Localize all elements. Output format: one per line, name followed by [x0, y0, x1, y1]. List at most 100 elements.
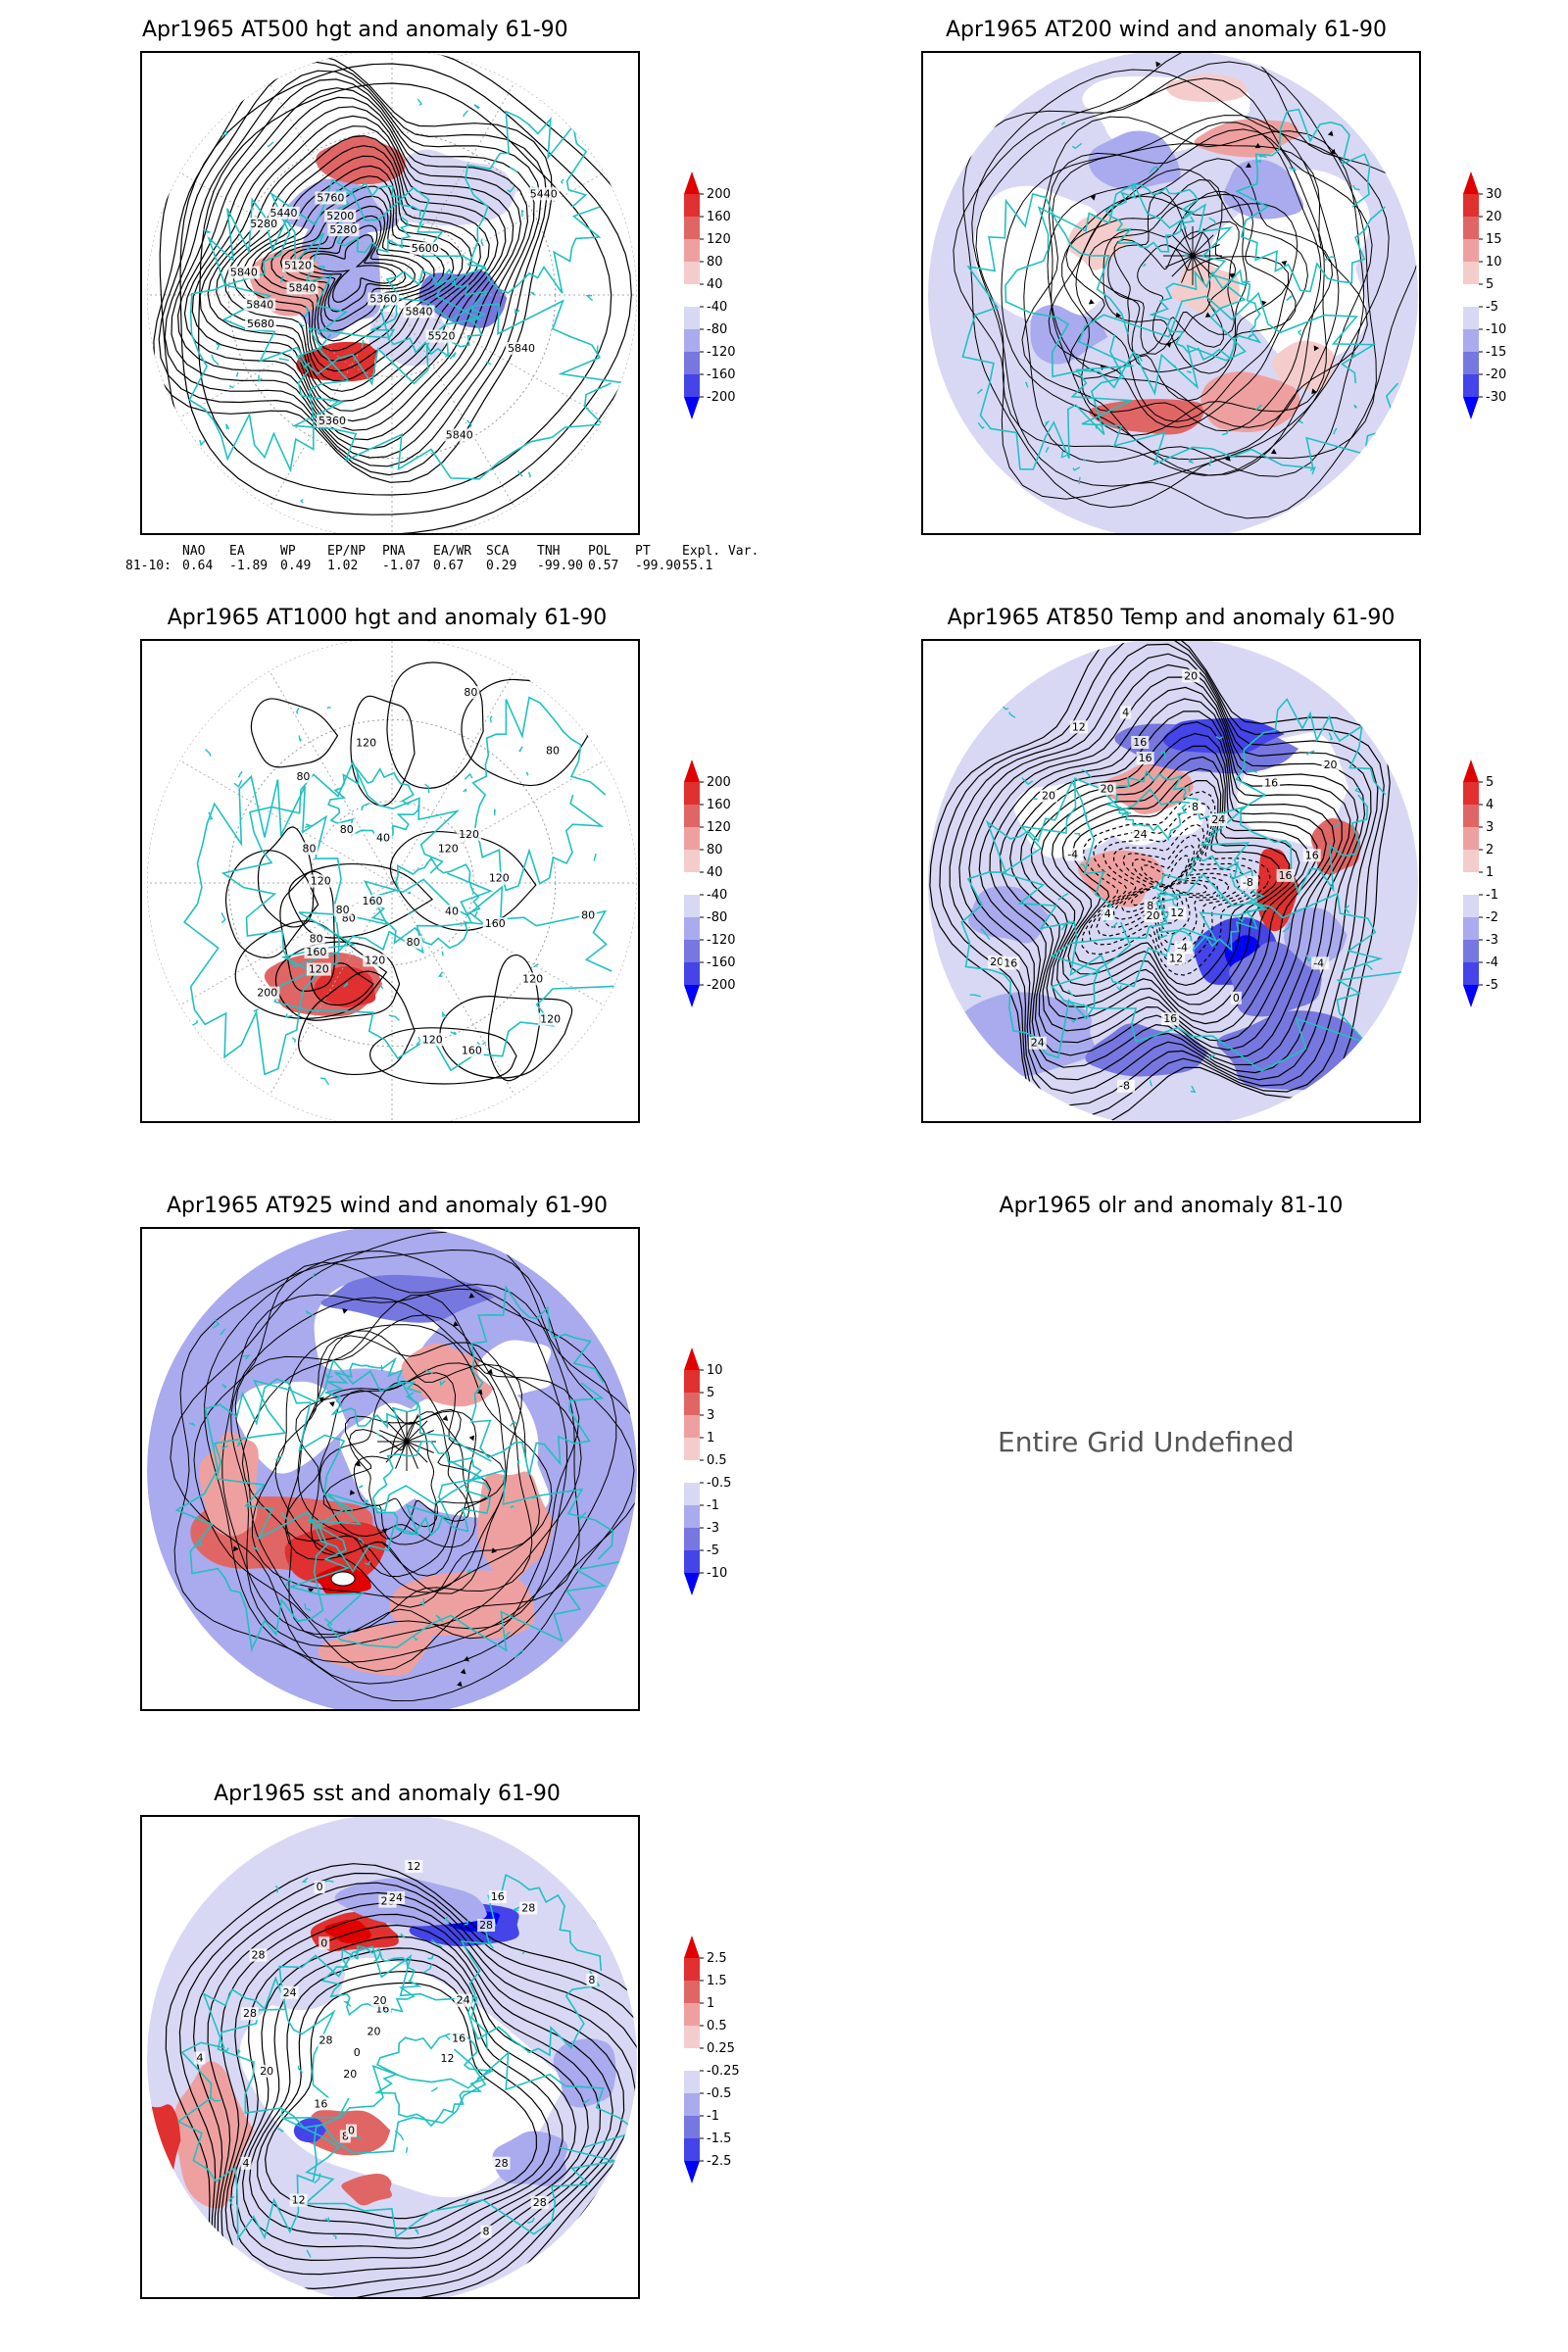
- undefined-grid-message: Entire Grid Undefined: [998, 1426, 1295, 1458]
- streamline: [234, 1314, 533, 1634]
- island-outline: [208, 811, 214, 820]
- contour-line: [350, 695, 416, 807]
- island-outline: [427, 1954, 434, 1960]
- island-outline: [595, 345, 599, 354]
- colorbar-label: -40: [707, 300, 727, 315]
- index-value: 0.29: [486, 559, 517, 573]
- colorbar-segment: [684, 895, 700, 917]
- island-outline: [342, 2000, 352, 2007]
- contour-line: [978, 676, 1359, 1068]
- coastline: [1004, 182, 1247, 396]
- contour-label-bg: [289, 2193, 308, 2207]
- contour-label-bg: [1321, 758, 1340, 771]
- island-outline: [1188, 458, 1195, 465]
- index-value: 0.49: [280, 559, 312, 573]
- streamline: [1061, 158, 1334, 432]
- contour-label-bg: [255, 986, 280, 1000]
- colorbar-segment: [1463, 194, 1479, 217]
- colorbar-svg: 5 4 3 2 1 -1 -2 -3 -4 -5: [1463, 760, 1498, 1007]
- colorbar-label: -200: [707, 390, 736, 405]
- contour-label: 24: [1211, 813, 1225, 826]
- contour-label: 80: [464, 686, 477, 699]
- island-outline: [330, 401, 339, 407]
- contour-label-bg: [339, 2130, 351, 2143]
- colorbar-segment: [1463, 805, 1479, 827]
- island-outline: [199, 439, 206, 447]
- colorbar-segment: [684, 2026, 700, 2048]
- island-outline: [1187, 370, 1192, 374]
- streamline: [173, 1249, 635, 1702]
- contour-label-bg: [1311, 956, 1330, 970]
- contour-label: 20: [373, 1994, 387, 2007]
- island-outline: [355, 1948, 361, 1955]
- island-outline: [220, 912, 226, 924]
- island-outline: [463, 110, 469, 118]
- contour-label: 80: [407, 936, 420, 949]
- island-outline: [1172, 899, 1180, 909]
- colorbar-label: 1: [707, 1996, 714, 2011]
- contour-label-bg: [300, 842, 318, 856]
- contour-label: 16: [1305, 849, 1319, 861]
- island-outline: [291, 1037, 296, 1043]
- anomaly-shading: [334, 1878, 487, 1927]
- contour-label: 120: [540, 1013, 561, 1026]
- contour-label-bg: [1262, 776, 1281, 790]
- contour-label: 16: [1004, 956, 1017, 969]
- colorbar-label: -80: [707, 910, 727, 925]
- island-outline: [1149, 166, 1160, 173]
- meridian-line: [179, 760, 393, 884]
- anomaly-shading: [1310, 817, 1361, 875]
- streamline-spoke: [1192, 255, 1204, 283]
- contour-line: [1121, 845, 1219, 924]
- panel-title-at500: Apr1965 AT500 hgt and anomaly 61-90: [142, 18, 568, 42]
- contour-label-bg: [307, 932, 325, 946]
- colorbar-bottom-arrow: [684, 1573, 700, 1595]
- contour-line: [248, 1959, 564, 2239]
- island-outline: [533, 963, 539, 968]
- contour-label-bg: [1161, 1012, 1180, 1026]
- colorbar-segment: [1463, 262, 1479, 284]
- island-outline: [343, 981, 349, 988]
- colorbar-segment: [684, 329, 700, 352]
- colorbar-label: -2: [1486, 910, 1498, 925]
- island-outline: [517, 470, 523, 477]
- island-outline: [430, 1938, 443, 1948]
- contour-label-bg: [351, 2046, 363, 2060]
- island-outline: [210, 2096, 221, 2102]
- contour-label-bg: [341, 2068, 360, 2082]
- island-outline: [464, 772, 473, 780]
- contour-label-bg: [1190, 801, 1201, 814]
- colorbar-bottom-arrow: [1463, 985, 1479, 1007]
- island-outline: [203, 228, 211, 233]
- anomaly-shading: [968, 886, 1050, 944]
- contour-label: 5840: [246, 299, 273, 312]
- contour-line: [179, 63, 632, 515]
- island-outline: [304, 362, 311, 368]
- streamline-arrow: [1165, 342, 1172, 348]
- index-value: 55.1: [682, 559, 713, 573]
- anomaly-shading: [477, 1471, 555, 1586]
- contour-label: 24: [1031, 1037, 1045, 1050]
- colorbar-segment: [1463, 374, 1479, 397]
- island-outline: [358, 1537, 366, 1544]
- contour-label-bg: [1230, 991, 1242, 1004]
- colorbar-segment: [684, 2093, 700, 2116]
- contour-label: 5760: [317, 191, 344, 204]
- contour-label: 40: [445, 905, 459, 917]
- island-outline: [441, 951, 444, 956]
- contour-line: [999, 698, 1343, 1051]
- island-outline: [318, 266, 325, 270]
- streamline: [1088, 193, 1297, 373]
- contour-label-bg: [538, 1012, 564, 1026]
- coastline: [460, 1874, 603, 2057]
- island-outline: [516, 1459, 520, 1464]
- island-outline: [1352, 352, 1361, 358]
- contour-line: [159, 53, 637, 533]
- island-outline: [969, 994, 982, 998]
- island-outline: [267, 141, 274, 148]
- island-outline: [361, 802, 370, 811]
- contour-label-bg: [488, 1890, 507, 1904]
- map-frame-at200: [921, 51, 1421, 535]
- island-outline: [1045, 446, 1050, 453]
- contour-label-bg: [1065, 848, 1084, 861]
